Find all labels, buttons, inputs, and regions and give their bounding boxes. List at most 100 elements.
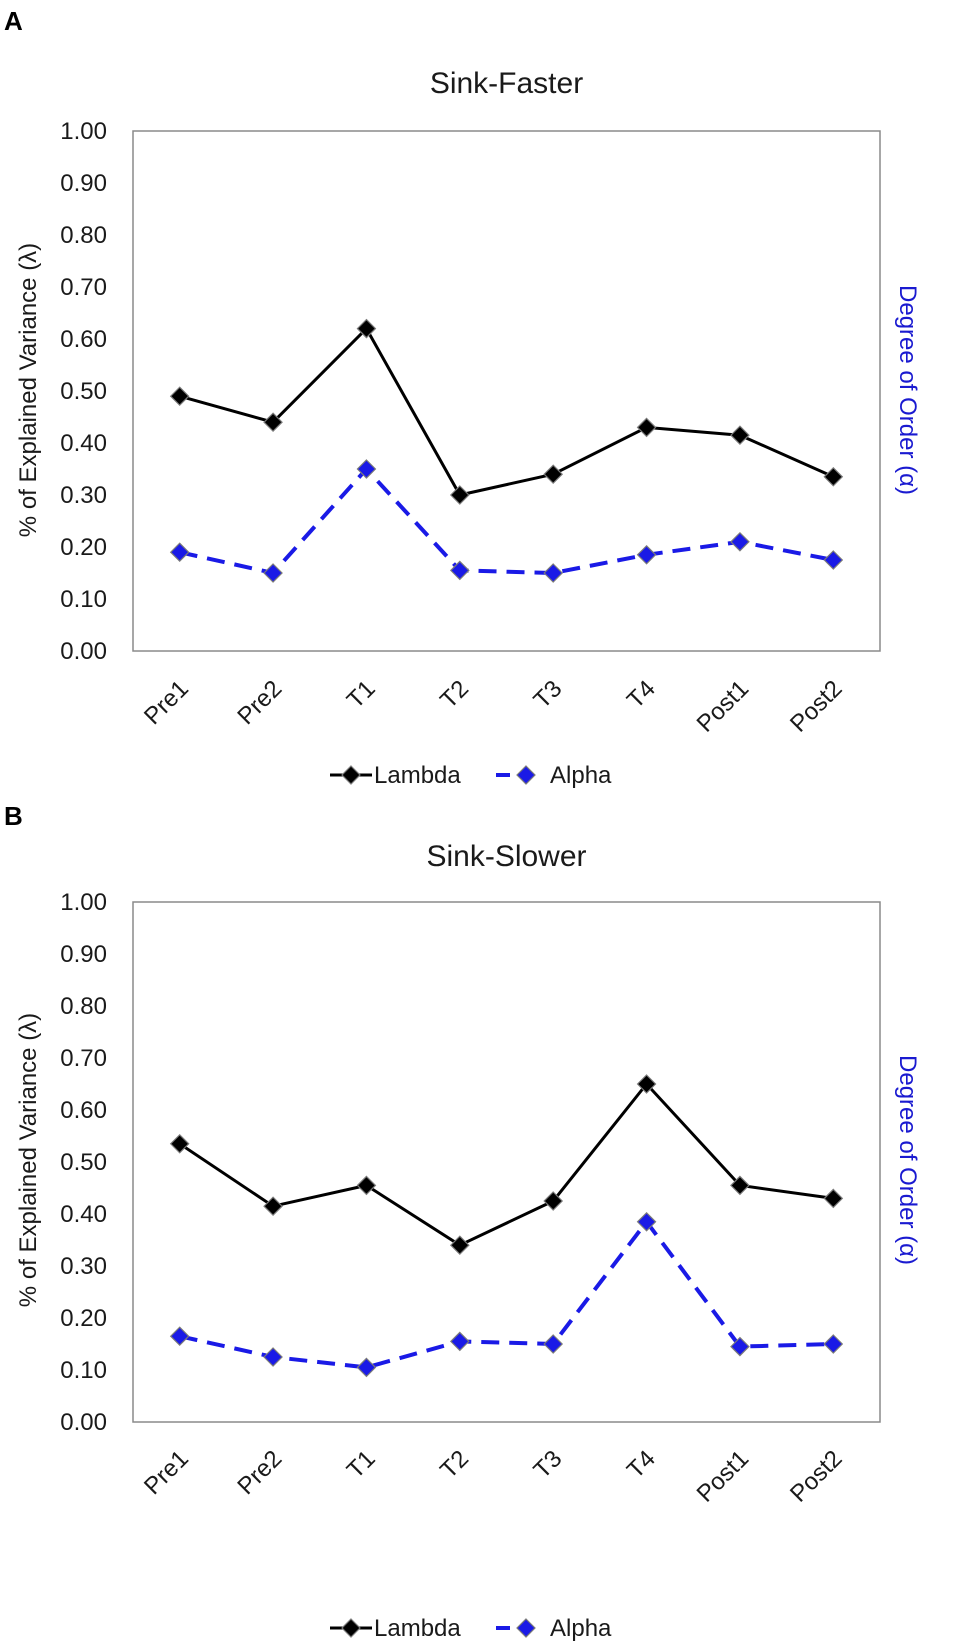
series-line [179,326,834,497]
plot-area [132,901,881,1423]
y-tick-label: 0.20 [60,534,107,561]
y-tick-label: 0.00 [60,1409,107,1436]
x-tick-label: Pre2 [232,1445,287,1500]
legend-marker-lambda [341,765,361,785]
y-tick-label: 0.30 [60,482,107,509]
x-tick-label: T3 [529,1445,568,1484]
data-point [636,544,657,565]
legend-marker-alpha [516,1618,536,1638]
x-tick-label: Post1 [692,1445,754,1507]
x-tick-label: Post1 [692,675,754,737]
data-point [263,1196,283,1217]
x-tick-label: T2 [435,675,474,714]
legend-marker-lambda [341,1618,361,1638]
data-point [263,563,283,583]
y-tick-label: 1.00 [60,118,107,145]
x-tick-label: T2 [435,1445,474,1484]
data-point [636,1074,657,1094]
y2-axis-label: Degree of Order (α) [894,285,921,495]
y-tick-label: 0.10 [60,1357,107,1384]
data-point [449,1235,470,1256]
series-line [179,466,834,576]
data-point [730,531,750,552]
data-point [823,550,844,570]
x-tick-label: Pre2 [232,675,287,730]
legend-marker-alpha [516,765,536,785]
panel-letter: B [4,801,23,831]
data-point [543,464,564,485]
x-tick-label: Post2 [785,675,847,737]
data-point [356,1175,377,1196]
chart-title: Sink-Faster [430,67,583,100]
x-tick-label: T1 [342,1445,381,1484]
data-point [823,466,844,487]
data-point [449,485,470,505]
legend: Lambda Alpha [330,1615,612,1642]
data-point [263,1347,283,1367]
y-tick-label: 0.50 [60,1149,107,1176]
y-tick-label: 0.60 [60,326,107,353]
series-lambda [169,318,844,505]
y-tick-label: 0.60 [60,1097,107,1124]
data-point [636,1211,657,1232]
y-tick-label: 0.40 [60,1201,107,1228]
x-tick-label: Pre1 [139,675,194,730]
legend-label-alpha: Alpha [550,762,612,789]
chart-panel-b: B Sink-Slower 0.00 0.10 0.20 0.30 0.40 0.50 0.60… [4,801,921,1642]
series-alpha [169,1211,844,1378]
y-tick-label: 0.40 [60,430,107,457]
y-tick-label: 0.80 [60,222,107,249]
legend-label-alpha: Alpha [550,1615,612,1642]
x-tick-label: T4 [622,675,661,714]
y-tick-label: 0.70 [60,1045,107,1072]
data-point [356,459,377,479]
panel-letter: A [4,6,23,36]
series-alpha [169,459,844,583]
chart-title: Sink-Slower [426,840,586,873]
x-tick-label: T4 [622,1445,661,1484]
data-point [169,1133,190,1154]
data-point [169,542,190,563]
data-point [823,1334,844,1354]
data-point [169,386,190,407]
data-point [823,1188,844,1209]
y-axis-label: % of Explained Variance (λ) [15,243,42,537]
data-point [543,1191,564,1211]
x-tick-label: Post2 [785,1445,847,1507]
y-tick-label: 0.80 [60,993,107,1020]
x-tick-label: T3 [529,675,568,714]
y-tick-label: 0.30 [60,1253,107,1280]
series-line [178,1081,834,1247]
y2-axis-label: Degree of Order (α) [894,1055,921,1265]
data-point [730,1336,750,1357]
series-lambda [169,1074,844,1256]
data-point [543,563,564,583]
legend-label-lambda: Lambda [374,762,461,789]
y-tick-label: 0.00 [60,638,107,665]
data-point [449,560,470,581]
data-point [449,1331,470,1352]
x-tick-label: Pre1 [139,1445,194,1500]
data-point [356,1357,377,1378]
y-axis-label: % of Explained Variance (λ) [15,1013,42,1307]
y-tick-label: 0.70 [60,274,107,301]
y-tick-label: 0.90 [60,170,107,197]
data-point [356,318,377,339]
data-point [636,417,657,438]
x-tick-label: T1 [342,675,381,714]
legend-label-lambda: Lambda [374,1615,461,1642]
data-point [263,412,283,433]
data-point [730,425,750,446]
y-tick-label: 0.50 [60,378,107,405]
legend: Lambda Alpha [330,762,612,789]
y-tick-label: 1.00 [60,889,107,916]
data-point [543,1334,564,1354]
data-point [169,1326,190,1347]
y-tick-label: 0.10 [60,586,107,613]
y-tick-label: 0.20 [60,1305,107,1332]
plot-area [132,130,881,652]
y-tick-label: 0.90 [60,941,107,968]
data-point [730,1175,750,1196]
chart-panel-a: A Sink-Faster 0.00 0.10 0.20 0.30 0.40 0.50 0.60… [4,6,921,789]
